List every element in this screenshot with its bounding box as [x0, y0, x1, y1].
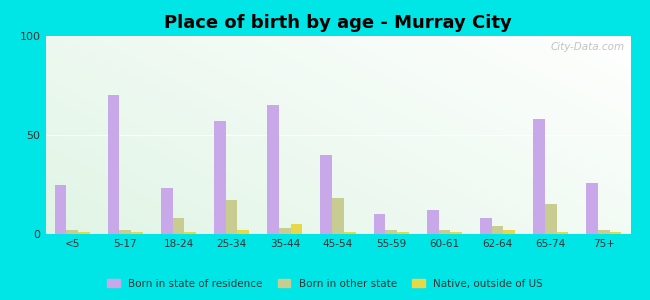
- Bar: [108, 95, 120, 234]
- Bar: [332, 198, 344, 234]
- Bar: [226, 200, 237, 234]
- Bar: [320, 155, 332, 234]
- Bar: [610, 232, 621, 234]
- Bar: [480, 218, 491, 234]
- Bar: [120, 230, 131, 234]
- Bar: [55, 184, 66, 234]
- Bar: [533, 119, 545, 234]
- Bar: [279, 228, 291, 234]
- Bar: [214, 121, 226, 234]
- Bar: [598, 230, 610, 234]
- Bar: [267, 105, 279, 234]
- Legend: Born in state of residence, Born in other state, Native, outside of US: Born in state of residence, Born in othe…: [104, 275, 546, 292]
- Bar: [545, 204, 556, 234]
- Bar: [131, 232, 143, 234]
- Bar: [439, 230, 450, 234]
- Text: City-Data.com: City-Data.com: [551, 42, 625, 52]
- Title: Place of birth by age - Murray City: Place of birth by age - Murray City: [164, 14, 512, 32]
- Bar: [397, 232, 409, 234]
- Bar: [185, 232, 196, 234]
- Bar: [344, 232, 356, 234]
- Bar: [374, 214, 385, 234]
- Bar: [556, 232, 568, 234]
- Bar: [385, 230, 397, 234]
- Bar: [237, 230, 249, 234]
- Bar: [66, 230, 78, 234]
- Bar: [586, 182, 598, 234]
- Bar: [78, 232, 90, 234]
- Bar: [503, 230, 515, 234]
- Bar: [291, 224, 302, 234]
- Bar: [173, 218, 185, 234]
- Bar: [450, 232, 462, 234]
- Bar: [161, 188, 173, 234]
- Bar: [427, 210, 439, 234]
- Bar: [491, 226, 503, 234]
